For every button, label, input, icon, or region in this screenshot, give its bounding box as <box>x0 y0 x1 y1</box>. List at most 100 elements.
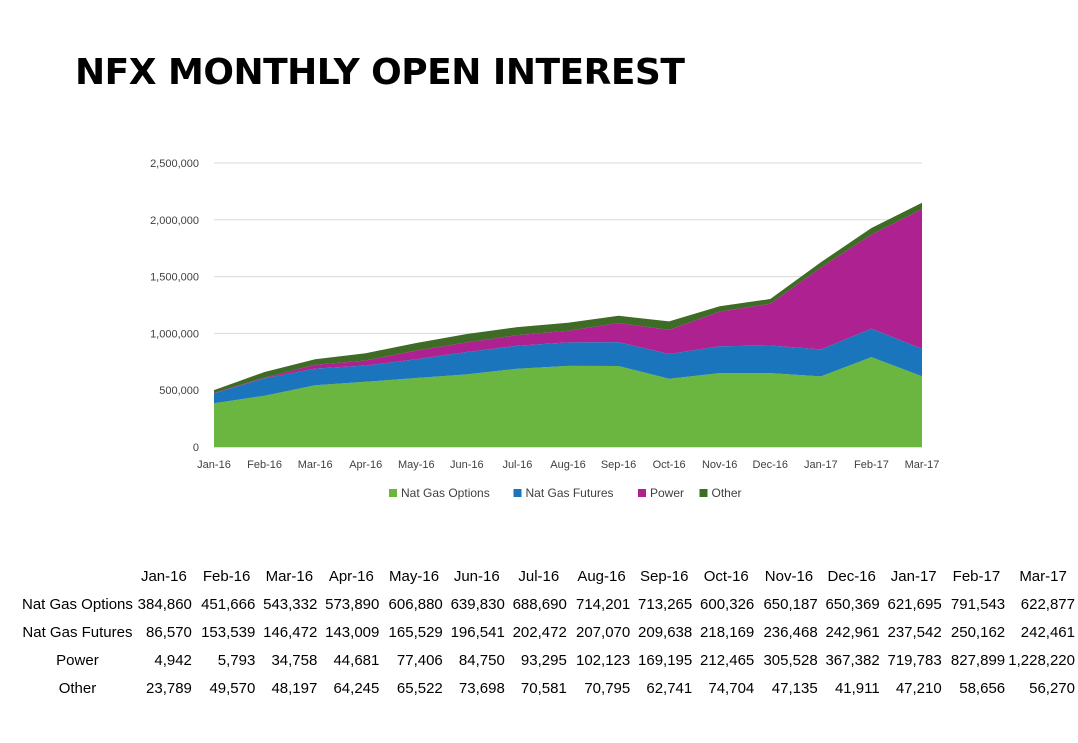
y-tick-label: 2,500,000 <box>150 158 199 170</box>
table-cell: 47,135 <box>771 679 818 697</box>
area-series-nat-gas-futures <box>214 328 922 404</box>
x-tick-label: Apr-16 <box>349 459 382 471</box>
open-interest-table: Jan-16 Feb-16 Mar-16 Apr-16 May-16 Jun-16 Jul-… <box>22 562 1078 702</box>
table-cell: 212,465 <box>700 651 755 669</box>
table-cell: 719,783 <box>887 651 942 669</box>
table-cell: 650,369 <box>825 595 880 613</box>
table-cell: 34,758 <box>271 651 318 669</box>
table-cell: 237,542 <box>887 623 942 641</box>
table-cell: 48,197 <box>271 679 318 697</box>
table-cell: 70,795 <box>584 679 631 697</box>
x-tick-label: Aug-16 <box>550 459 585 471</box>
table-cell: 58,656 <box>959 679 1006 697</box>
table-column-header: Jan-16 <box>140 567 187 585</box>
x-tick-label: Mar-17 <box>905 459 940 471</box>
table-cell: 451,666 <box>201 595 256 613</box>
table-cell: 827,899 <box>950 651 1006 669</box>
table-body: Nat Gas Options 384,860 451,666 543,332 573,… <box>22 590 1078 702</box>
table-column-header: Jan-17 <box>890 567 937 585</box>
table-cell: 196,541 <box>450 623 505 641</box>
table-cell: 209,638 <box>638 623 693 641</box>
table-cell: 86,570 <box>146 623 192 641</box>
table-cell: 70,581 <box>520 679 567 697</box>
table-column-header: Dec-16 <box>827 567 876 585</box>
table-cell: 305,528 <box>763 651 818 669</box>
table-cell: 791,543 <box>950 595 1006 613</box>
table-cell: 250,162 <box>950 623 1006 641</box>
area-series-power <box>214 209 922 394</box>
table-cell: 202,472 <box>512 623 567 641</box>
table-cell: 49,570 <box>209 679 256 697</box>
x-tick-label: Feb-17 <box>854 459 889 471</box>
table-row-label: Other <box>58 679 97 697</box>
table-row: Nat Gas Options 384,860 451,666 543,332 573,… <box>22 590 1078 618</box>
table-row-label: Nat Gas Futures <box>22 623 133 641</box>
legend-swatch <box>699 489 708 497</box>
x-tick-label: Jan-16 <box>197 459 231 471</box>
x-tick-label: Jun-16 <box>450 459 484 471</box>
x-tick-label: Jul-16 <box>502 459 532 471</box>
table-cell: 639,830 <box>450 595 505 613</box>
legend-label: Other <box>712 486 742 500</box>
table-cell: 621,695 <box>887 595 942 613</box>
x-tick-label: May-16 <box>398 459 435 471</box>
table-cell: 384,860 <box>137 595 192 613</box>
legend-label: Nat Gas Futures <box>526 486 614 500</box>
table-cell: 367,382 <box>825 651 880 669</box>
x-tick-label: Feb-16 <box>247 459 282 471</box>
x-tick-label: Oct-16 <box>653 459 686 471</box>
x-tick-label: Nov-16 <box>702 459 737 471</box>
table-cell: 242,461 <box>1020 623 1075 641</box>
table-column-header: Sep-16 <box>640 567 689 585</box>
table-cell: 165,529 <box>388 623 443 641</box>
table-cell: 47,210 <box>895 679 942 697</box>
area-series-nat-gas-options <box>214 357 922 447</box>
table-cell: 5,793 <box>217 651 256 669</box>
table-cell: 207,070 <box>576 623 631 641</box>
table-column-header: Apr-16 <box>328 567 374 585</box>
x-tick-label: Mar-16 <box>298 459 333 471</box>
table-column-header: Feb-17 <box>952 567 1001 585</box>
table-row: Power 4,942 5,793 34,758 44,681 77,406 84,750 9… <box>22 646 1078 674</box>
table-cell: 688,690 <box>512 595 567 613</box>
table-cell: 62,741 <box>646 679 693 697</box>
table-row: Other 23,789 49,570 48,197 64,245 65,522 73,69… <box>22 674 1078 702</box>
table-cell: 4,942 <box>154 651 192 669</box>
table-cell: 218,169 <box>700 623 755 641</box>
legend-label: Power <box>650 486 684 500</box>
table-cell: 65,522 <box>396 679 443 697</box>
table-cell: 543,332 <box>263 595 318 613</box>
table-cell: 606,880 <box>388 595 443 613</box>
table-column-header: Jul-16 <box>518 567 560 585</box>
table-corner-cell <box>22 562 133 590</box>
table-cell: 102,123 <box>576 651 631 669</box>
table-cell: 600,326 <box>700 595 755 613</box>
table-cell: 169,195 <box>638 651 693 669</box>
legend-swatch <box>638 489 646 497</box>
table-cell: 41,911 <box>834 679 880 697</box>
table-cell: 713,265 <box>638 595 693 613</box>
table-cell: 73,698 <box>458 679 505 697</box>
y-tick-label: 2,000,000 <box>150 215 199 227</box>
table-column-header: Mar-17 <box>1019 567 1067 585</box>
table-column-header: Aug-16 <box>577 567 626 585</box>
table-cell: 77,406 <box>396 651 443 669</box>
table-cell: 622,877 <box>1020 595 1075 613</box>
table-cell: 714,201 <box>576 595 631 613</box>
open-interest-chart: 0 500,000 1,000,000 1,500,000 2,000,000 2,500… <box>150 158 940 500</box>
table-row-label: Power <box>56 651 99 669</box>
table-cell: 64,245 <box>333 679 380 697</box>
table-cell: 74,704 <box>708 679 755 697</box>
table-cell: 146,472 <box>263 623 318 641</box>
table-cell: 650,187 <box>763 595 818 613</box>
table-cell: 93,295 <box>520 651 567 669</box>
legend-label: Nat Gas Options <box>401 486 490 500</box>
y-tick-label: 500,000 <box>159 385 199 397</box>
y-tick-label: 0 <box>193 442 199 454</box>
page-title: NFX MONTHLY OPEN INTEREST <box>75 52 685 93</box>
table-cell: 56,270 <box>1029 679 1075 697</box>
y-tick-label: 1,000,000 <box>150 328 199 340</box>
table-column-header: Nov-16 <box>764 567 814 585</box>
table-cell: 84,750 <box>458 651 505 669</box>
table-header-row: Jan-16 Feb-16 Mar-16 Apr-16 May-16 Jun-16 Jul-… <box>22 562 1078 590</box>
